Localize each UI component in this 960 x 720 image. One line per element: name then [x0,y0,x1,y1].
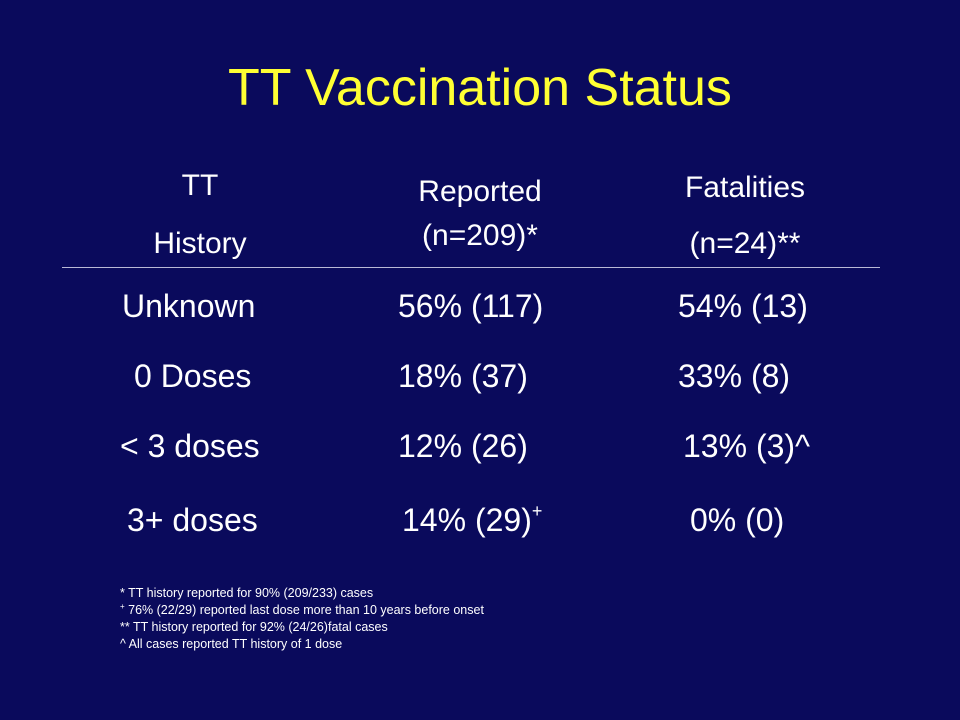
footnotes: * TT history reported for 90% (209/233) … [120,585,484,653]
header-fatalities: Fatalities (n=24)** [650,172,840,260]
header-fatalities-line1: Fatalities [684,171,806,204]
row-0-doses-history: 0 Doses [134,358,252,394]
footnote-1: * TT history reported for 90% (209/233) … [120,586,374,600]
footnote-2-text: 76% (22/29) reported last dose more than… [124,603,484,617]
header-fatalities-line2: (n=24)** [689,227,801,260]
footnote-3: ** TT history reported for 92% (24/26)fa… [120,620,388,634]
header-tt-history-line2: History [153,227,247,260]
header-divider [62,267,880,268]
row-lt3-doses-history: < 3 doses [120,428,260,464]
header-tt-history: TT History [130,170,270,260]
header-tt-history-line1: TT [181,169,219,202]
row-lt3-doses-fatalities: 13% (3)^ [683,428,811,464]
row-unknown-reported: 56% (117) [398,288,544,324]
row-3plus-doses-history: 3+ doses [127,502,258,538]
footnote-4: ^ All cases reported TT history of 1 dos… [120,637,343,651]
row-3plus-doses-fatalities: 0% (0) [690,502,785,538]
row-unknown-fatalities: 54% (13) [678,288,808,324]
footnote-2: + 76% (22/29) reported last dose more th… [120,602,484,619]
header-reported-line2: (n=209)* [422,219,538,252]
row-0-doses-fatalities: 33% (8) [678,358,791,394]
footnote-2-marker: + [120,602,125,611]
row-0-doses-reported: 18% (37) [398,358,528,394]
row-unknown-history: Unknown [122,288,256,324]
header-reported: Reported (n=209)* [380,176,580,252]
row-lt3-doses-reported: 12% (26) [398,428,528,464]
slide-title: TT Vaccination Status [228,59,732,117]
row-3plus-doses-reported: 14% (29)+ [402,502,542,539]
row-3plus-doses-reported-value: 14% (29) [402,502,532,538]
row-3plus-doses-reported-marker: + [531,501,543,521]
header-reported-line1: Reported [418,175,542,208]
